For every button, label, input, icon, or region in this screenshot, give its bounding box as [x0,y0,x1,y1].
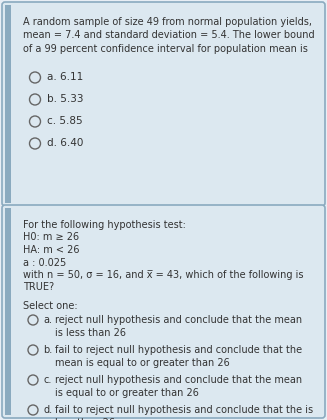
FancyBboxPatch shape [5,208,11,415]
Text: c.: c. [43,375,51,385]
Text: HA: m < 26: HA: m < 26 [23,245,79,255]
Text: For the following hypothesis test:: For the following hypothesis test: [23,220,186,230]
Text: H0: m ≥ 26: H0: m ≥ 26 [23,233,79,242]
Text: b. 5.33: b. 5.33 [47,94,83,105]
Text: mean is equal to or greater than 26: mean is equal to or greater than 26 [55,357,230,368]
Text: fail to reject null hypothesis and conclude that the: fail to reject null hypothesis and concl… [55,345,302,355]
Text: is less than 26: is less than 26 [55,328,126,338]
Text: a. 6.11: a. 6.11 [47,73,83,82]
Text: fail to reject null hypothesis and conclude that the is: fail to reject null hypothesis and concl… [55,405,313,415]
FancyBboxPatch shape [2,2,325,206]
Text: reject null hypothesis and conclude that the mean: reject null hypothesis and conclude that… [55,315,302,325]
Text: TRUE?: TRUE? [23,283,54,292]
Text: with n = 50, σ = 16, and x̅ = 43, which of the following is: with n = 50, σ = 16, and x̅ = 43, which … [23,270,303,280]
Text: a : 0.025: a : 0.025 [23,257,66,268]
Text: d.: d. [43,405,52,415]
Text: a.: a. [43,315,52,325]
Text: Select one:: Select one: [23,301,77,311]
Text: less than 26: less than 26 [55,417,115,420]
Text: b.: b. [43,345,52,355]
Text: mean = 7.4 and standard deviation = 5.4. The lower bound: mean = 7.4 and standard deviation = 5.4.… [23,31,315,40]
Text: c. 5.85: c. 5.85 [47,116,83,126]
Text: A random sample of size 49 from normal population yields,: A random sample of size 49 from normal p… [23,17,312,27]
Text: of a 99 percent confidence interval for population mean is: of a 99 percent confidence interval for … [23,44,308,54]
FancyBboxPatch shape [2,205,325,418]
Text: is equal to or greater than 26: is equal to or greater than 26 [55,388,199,397]
Text: reject null hypothesis and conclude that the mean: reject null hypothesis and conclude that… [55,375,302,385]
Text: d. 6.40: d. 6.40 [47,139,83,149]
FancyBboxPatch shape [5,5,11,203]
